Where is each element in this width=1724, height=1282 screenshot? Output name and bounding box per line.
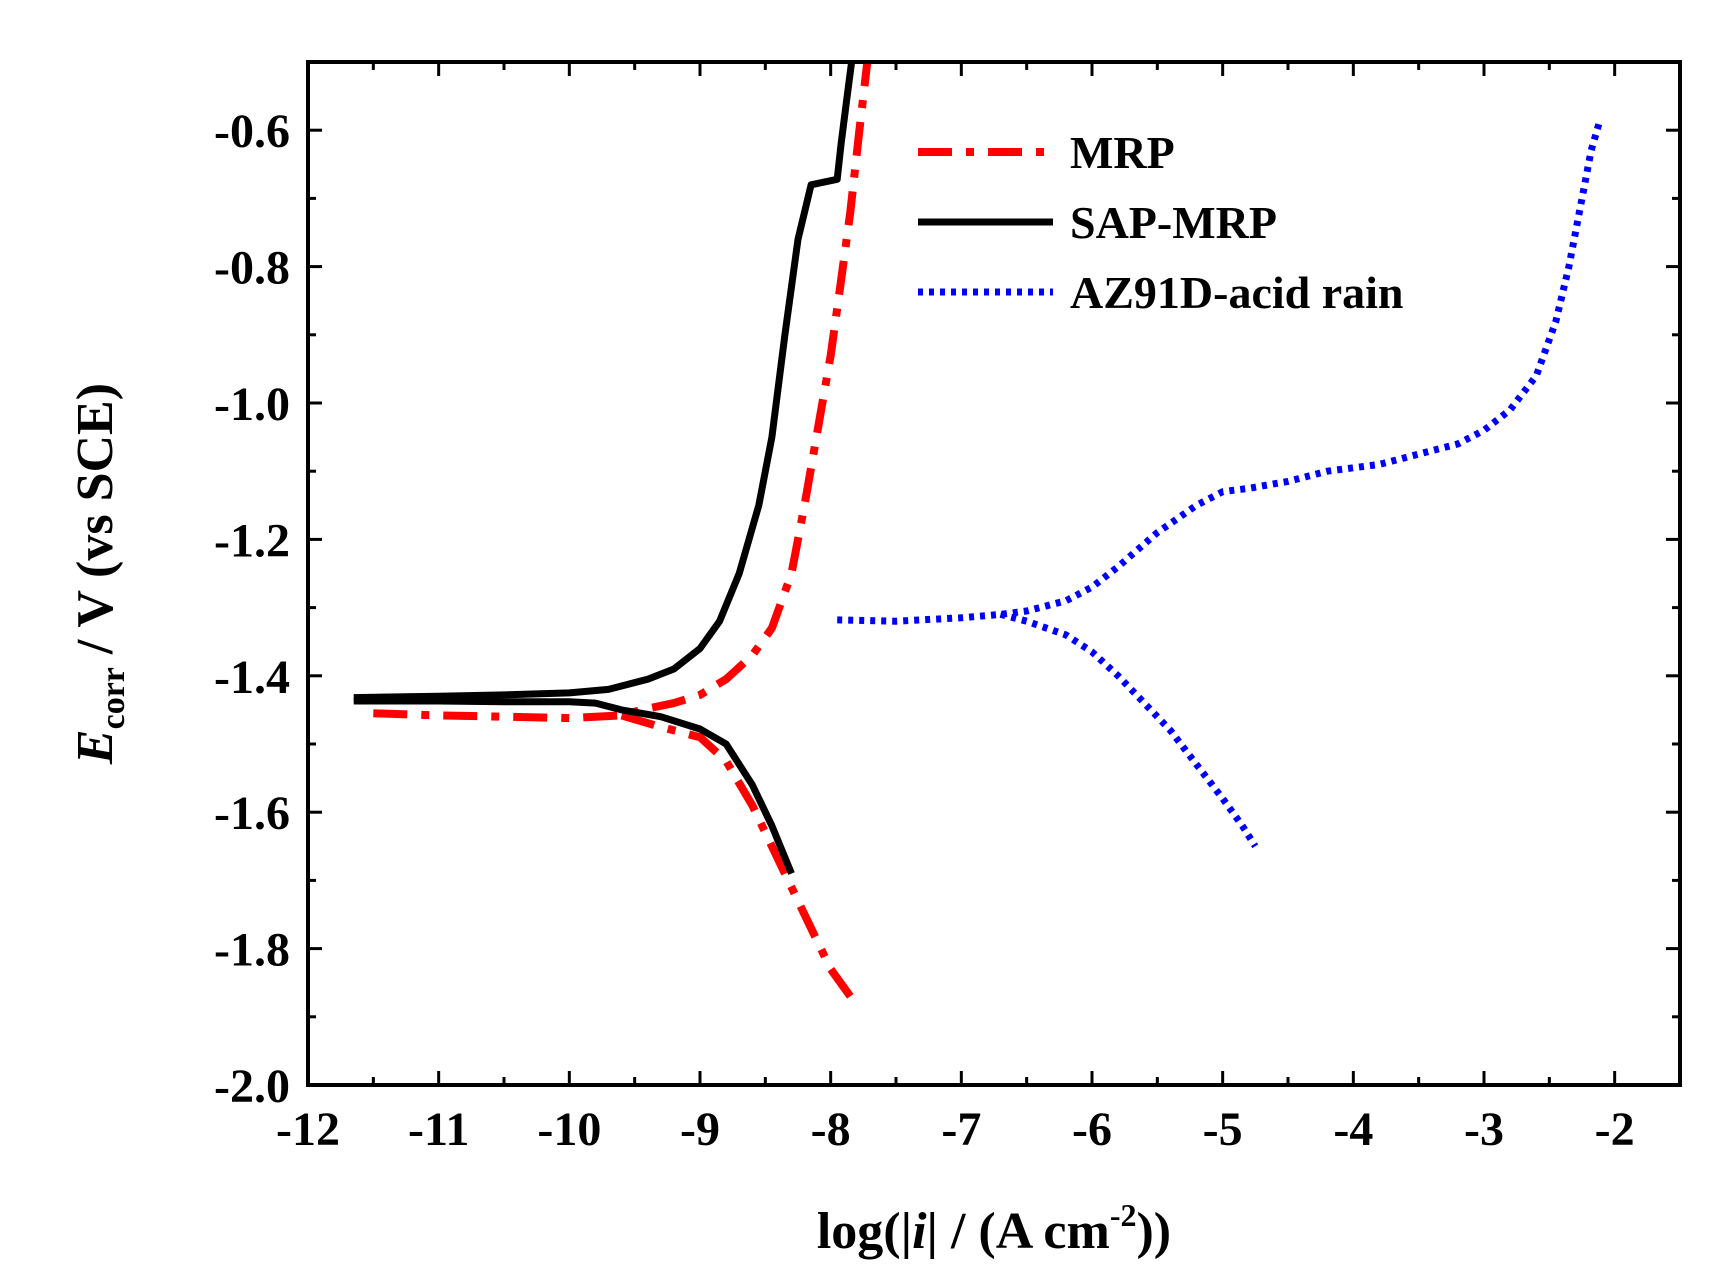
y-tick-label: -1.8 xyxy=(214,924,290,977)
y-tick-label: -0.8 xyxy=(214,242,290,295)
x-tick-label: -5 xyxy=(1203,1103,1243,1156)
x-tick-label: -10 xyxy=(537,1103,601,1156)
plot-frame xyxy=(306,60,1682,1087)
axis-tick-labels: -12 -11 -10 -9 -8 -7 -6 -5 -4 -3 -2 -2.0 -1.8 -1.6 -1.… xyxy=(214,105,1635,1156)
series-line-sap-mrp-cathodic xyxy=(353,697,795,875)
x-tick-label: -6 xyxy=(1072,1103,1112,1156)
legend: MRP SAP-MRP AZ91D-acid rain xyxy=(918,127,1404,318)
x-tick-label: -11 xyxy=(408,1103,469,1156)
x-tick-label: -7 xyxy=(941,1103,981,1156)
x-tick-label: -12 xyxy=(276,1103,340,1156)
y-tick-label: -1.0 xyxy=(214,378,290,431)
x-axis-title: log(|i| / (A cm-2)) xyxy=(817,1197,1171,1260)
legend-label-mrp: MRP xyxy=(1070,127,1175,178)
x-tick-label: -3 xyxy=(1464,1103,1504,1156)
x-tick-label: -9 xyxy=(680,1103,720,1156)
series-line-az91d-acid-rain xyxy=(837,122,1603,625)
y-tick-label: -1.6 xyxy=(214,787,290,840)
y-tick-label: -0.6 xyxy=(214,105,290,158)
x-tick-label: -4 xyxy=(1333,1103,1373,1156)
series-line-mrp xyxy=(373,62,872,723)
y-tick-label: -1.2 xyxy=(214,514,290,567)
series-line-sap-mrp xyxy=(353,62,856,702)
series-line-az91d-acid-rain-cathodic xyxy=(999,611,1259,849)
y-axis-title: Ecorr / V (vs SCE) xyxy=(67,383,132,765)
axis-ticks xyxy=(306,62,1680,1087)
y-tick-label: -1.4 xyxy=(214,651,290,704)
x-tick-label: -2 xyxy=(1595,1103,1635,1156)
legend-label-az91d-acid-rain: AZ91D-acid rain xyxy=(1070,267,1404,318)
series-line-mrp-cathodic xyxy=(620,711,854,999)
y-tick-label: -2.0 xyxy=(214,1060,290,1113)
legend-label-sap-mrp: SAP-MRP xyxy=(1070,197,1277,248)
series-layer xyxy=(353,62,1603,999)
x-tick-label: -8 xyxy=(811,1103,851,1156)
